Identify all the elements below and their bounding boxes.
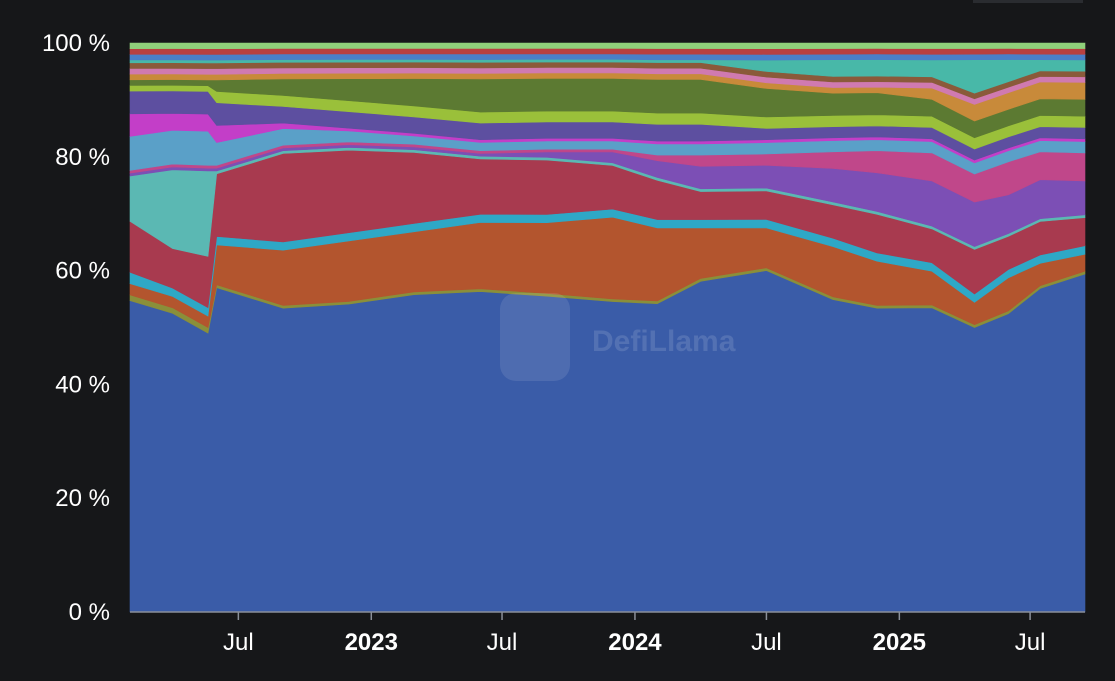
x-tick-label: 2025 <box>873 629 926 656</box>
series-area-1 <box>129 270 1086 613</box>
y-tick-label: 60 % <box>55 258 110 285</box>
x-tick-label: Jul <box>1015 629 1046 656</box>
defillama-watermark: DefiLlama <box>500 293 736 381</box>
axes: 0 % 20 % 40 % 60 % 80 % 100 % Jul 2023 Jul 2024 Ju… <box>42 30 1085 656</box>
llama-logo-icon <box>500 293 570 381</box>
x-tick-label: Jul <box>751 629 782 656</box>
x-tick-label: Jul <box>487 629 518 656</box>
y-tick-label: 80 % <box>55 144 110 171</box>
watermark-text: DefiLlama <box>592 325 736 358</box>
series-areas <box>129 42 1086 613</box>
x-tick-label: Jul <box>223 629 254 656</box>
series-area-20 <box>129 42 1086 50</box>
corner-tab <box>973 0 1083 3</box>
series-area-19 <box>129 48 1086 55</box>
x-tick-label: 2024 <box>608 629 662 656</box>
x-tick-label: 2023 <box>345 629 398 656</box>
y-tick-label: 100 % <box>42 30 110 57</box>
y-tick-label: 20 % <box>55 485 110 512</box>
series-area-18 <box>129 53 1086 61</box>
y-tick-label: 40 % <box>55 371 110 398</box>
y-tick-label: 0 % <box>69 599 110 626</box>
